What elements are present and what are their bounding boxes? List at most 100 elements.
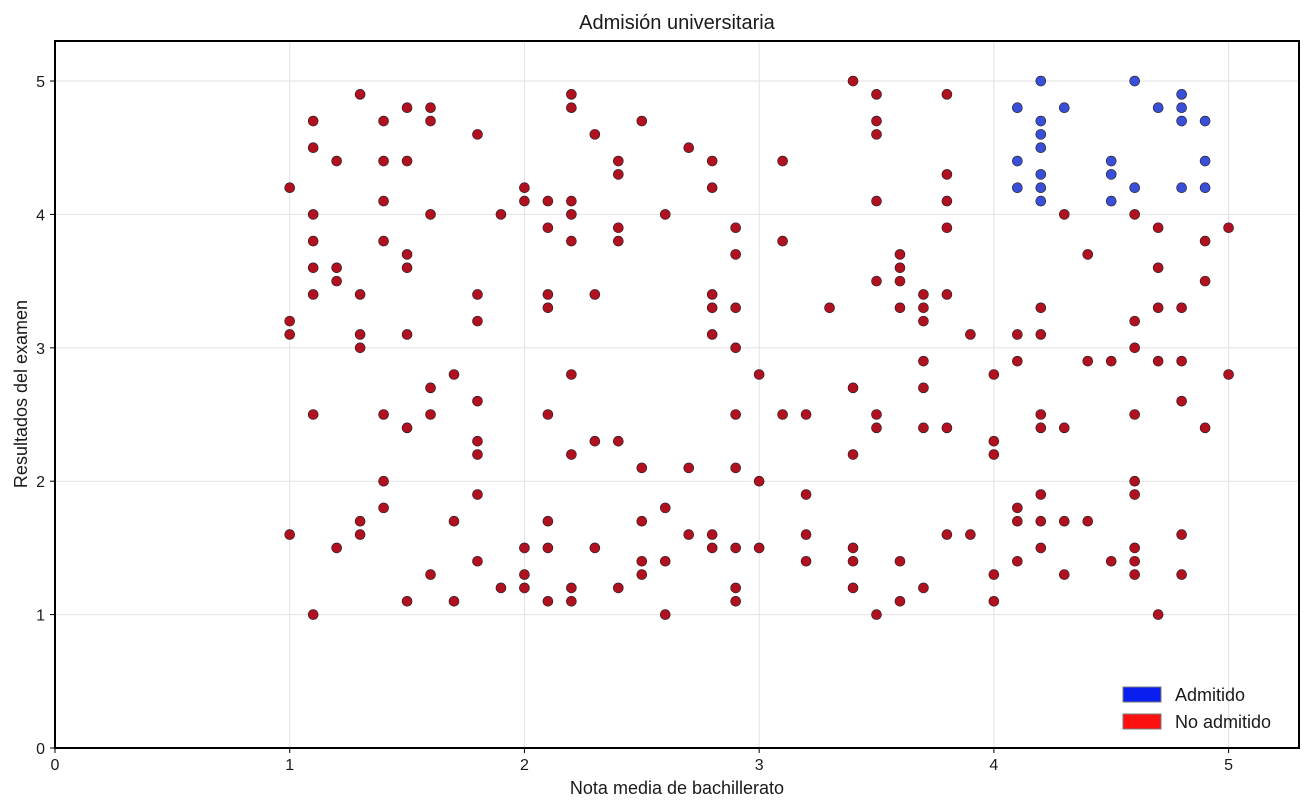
admitido-point [1035, 115, 1047, 127]
no-admitido-point [1152, 302, 1164, 314]
no-admitido-point [425, 409, 436, 420]
no-admitido-point [777, 235, 788, 247]
no-admitido-point [472, 395, 483, 407]
no-admitido-point [331, 262, 342, 274]
no-admitido-point [753, 475, 765, 487]
plot-area-frame [54, 40, 1300, 749]
no-admitido-point [659, 609, 671, 620]
no-admitido-point [659, 502, 671, 514]
no-admitido-point [730, 542, 741, 554]
x-tick-label: 3 [755, 757, 764, 774]
no-admitido-point [542, 515, 554, 527]
no-admitido-point [1105, 355, 1117, 367]
legend-swatch-no-admitido [1122, 713, 1162, 730]
no-admitido-point [1199, 235, 1211, 247]
grid-lines [54, 41, 1299, 749]
no-admitido-point [472, 435, 483, 447]
no-admitido-point [1152, 355, 1164, 367]
no-admitido-point [378, 409, 389, 420]
no-admitido-point [425, 102, 436, 113]
admitido-point [1176, 89, 1187, 100]
no-admitido-point [284, 529, 296, 540]
admitido-point [1199, 155, 1211, 167]
no-admitido-point [847, 582, 859, 594]
no-admitido-point [706, 542, 718, 554]
no-admitido-point [847, 449, 859, 460]
no-admitido-point [425, 569, 436, 580]
no-admitido-point [706, 529, 718, 540]
no-admitido-point [1152, 609, 1164, 620]
legend-label-no-admitido: No admitido [1175, 712, 1271, 732]
no-admitido-point [941, 89, 953, 100]
no-admitido-point [425, 382, 436, 394]
no-admitido-point [1035, 409, 1047, 420]
no-admitido-point [847, 542, 859, 554]
no-admitido-point [1012, 502, 1023, 514]
no-admitido-point [847, 75, 859, 87]
no-admitido-point [965, 529, 976, 540]
no-admitido-point [566, 89, 577, 100]
no-admitido-point [1176, 529, 1187, 540]
no-admitido-point [284, 329, 296, 340]
no-admitido-point [542, 289, 554, 300]
no-admitido-point [542, 542, 554, 554]
no-admitido-point [354, 515, 366, 527]
no-admitido-point [1082, 355, 1094, 367]
no-admitido-point [800, 489, 812, 500]
no-admitido-point [941, 222, 953, 234]
no-admitido-point [894, 262, 906, 274]
no-admitido-point [519, 542, 530, 554]
no-admitido-point [1129, 342, 1140, 354]
no-admitido-point [706, 182, 718, 194]
admitido-point [1058, 102, 1070, 113]
no-admitido-point [871, 275, 882, 287]
no-admitido-point [636, 115, 648, 127]
no-admitido-point [871, 129, 882, 140]
y-tick-label: 4 [36, 207, 45, 224]
no-admitido-point [472, 489, 483, 500]
no-admitido-point [636, 462, 648, 474]
no-admitido-point [1129, 475, 1140, 487]
no-admitido-point [871, 409, 882, 420]
no-admitido-point [777, 409, 788, 420]
no-admitido-point [988, 449, 1000, 460]
no-admitido-point [425, 209, 436, 220]
no-admitido-point [378, 235, 389, 247]
no-admitido-point [1082, 515, 1094, 527]
x-tick-label: 4 [989, 757, 998, 774]
no-admitido-point [730, 409, 741, 420]
no-admitido-point [378, 475, 389, 487]
no-admitido-point [965, 329, 976, 340]
no-admitido-point [918, 355, 929, 367]
no-admitido-point [1223, 369, 1234, 380]
no-admitido-point [1035, 515, 1047, 527]
no-admitido-point [613, 435, 624, 447]
no-admitido-point [683, 529, 695, 540]
legend-swatch-admitido [1122, 686, 1162, 703]
no-admitido-point [448, 515, 460, 527]
no-admitido-point [706, 329, 718, 340]
no-admitido-point [307, 609, 319, 620]
x-tick-label: 5 [1224, 757, 1233, 774]
no-admitido-point [636, 569, 648, 580]
no-admitido-point [495, 209, 507, 220]
no-admitido-point [1129, 489, 1140, 500]
no-admitido-point [331, 275, 342, 287]
no-admitido-point [730, 222, 741, 234]
no-admitido-point [542, 222, 554, 234]
no-admitido-point [894, 555, 906, 567]
admitido-point [1035, 142, 1047, 154]
no-admitido-point [1035, 329, 1047, 340]
no-admitido-point [659, 555, 671, 567]
no-admitido-point [871, 115, 882, 127]
no-admitido-point [730, 249, 741, 260]
y-tick-label: 1 [36, 608, 45, 625]
no-admitido-point [918, 382, 929, 394]
no-admitido-point [519, 582, 530, 594]
no-admitido-point [1152, 262, 1164, 274]
no-admitido-point [1035, 302, 1047, 314]
no-admitido-point [918, 315, 929, 327]
no-admitido-point [284, 182, 296, 194]
no-admitido-point [589, 542, 601, 554]
admitido-point [1035, 129, 1047, 140]
